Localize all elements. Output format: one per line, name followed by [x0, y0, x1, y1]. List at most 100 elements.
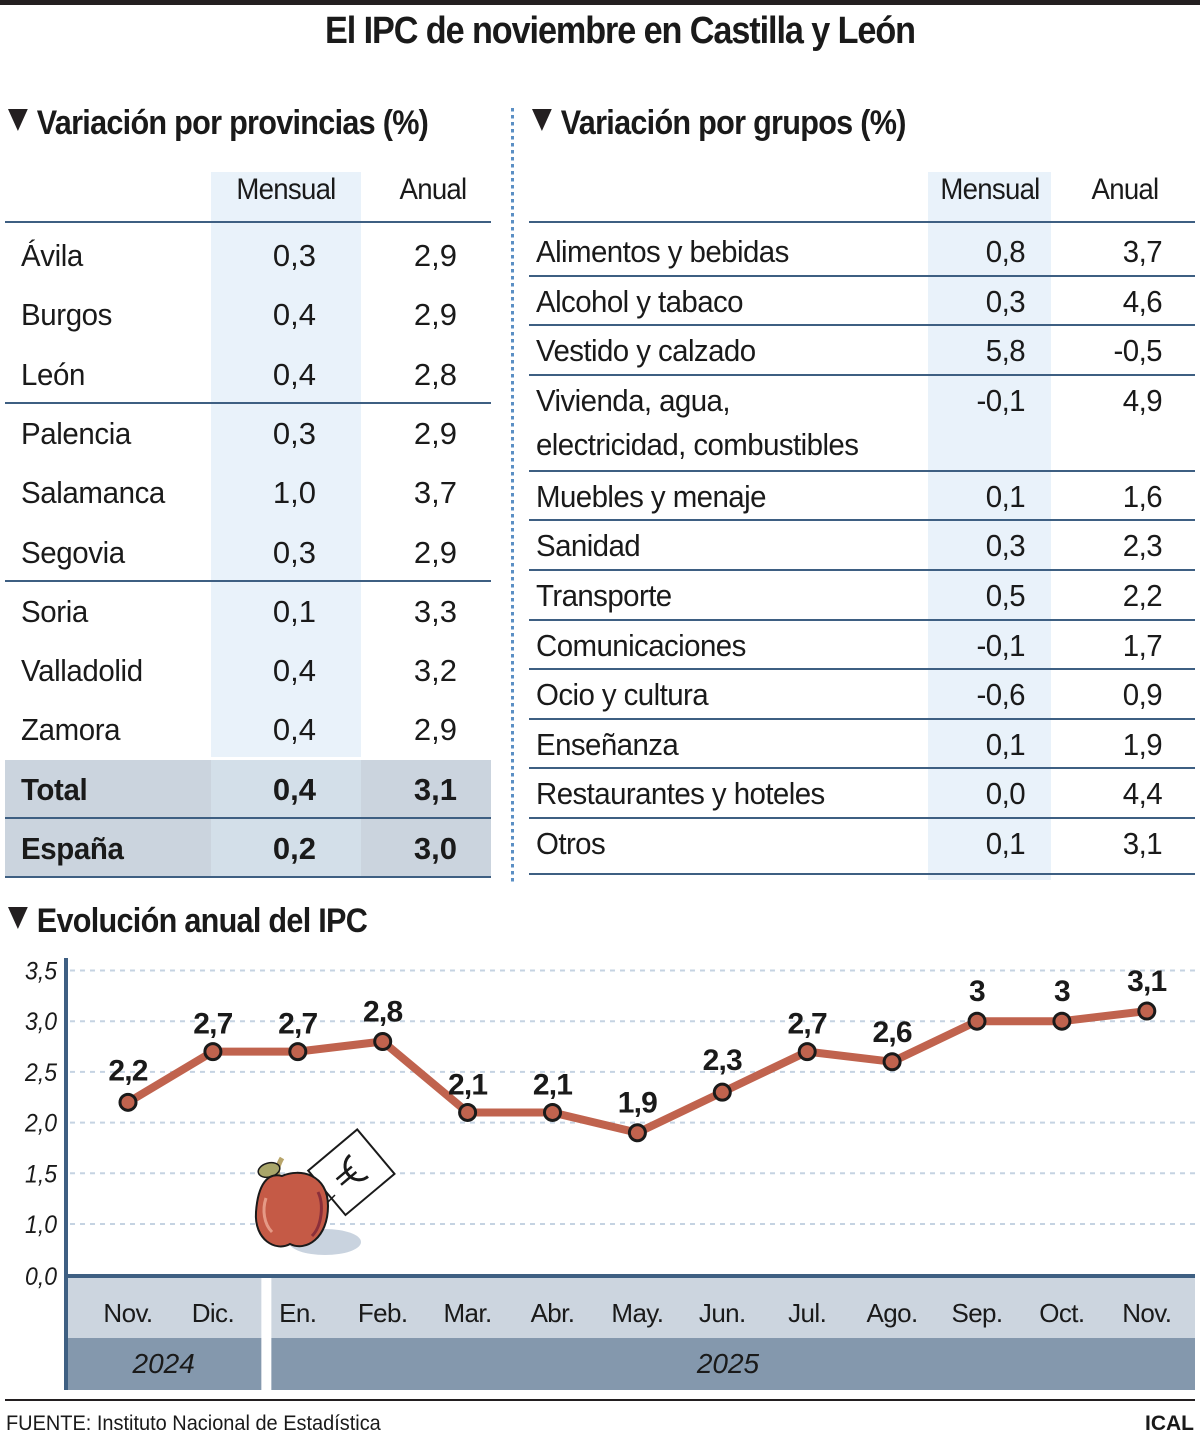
data-label: 2,7	[278, 1008, 317, 1041]
column-divider	[511, 108, 514, 883]
year-label-2025: 2025	[696, 1348, 760, 1379]
anual-value: 2,9	[413, 712, 457, 748]
x-tick-label: Abr.	[531, 1298, 575, 1328]
table-row: Comunicaciones -0,1 1,7	[529, 620, 1195, 670]
anual-value: 2,3	[1122, 528, 1163, 564]
y-tick-label: 3,0	[25, 1008, 58, 1036]
group-name: Comunicaciones	[536, 627, 746, 663]
mensual-value: 0,2	[272, 831, 316, 866]
province-name: Valladolid	[21, 653, 143, 689]
mensual-cell-shade	[211, 819, 361, 878]
header-rule	[5, 221, 491, 223]
data-label: 3	[969, 975, 985, 1008]
row-rule	[529, 817, 1195, 819]
x-tick-label: May.	[611, 1298, 663, 1328]
mensual-value: -0,1	[976, 627, 1026, 663]
x-tick-label: Jul.	[788, 1298, 826, 1328]
data-point	[458, 1102, 478, 1122]
page-title: El IPC de noviembre en Castilla y León	[325, 10, 916, 52]
data-label: 2,3	[703, 1044, 742, 1077]
x-tick-label: Jun.	[699, 1298, 746, 1328]
data-label: 2,8	[363, 995, 402, 1028]
anual-value: 0,9	[1122, 677, 1163, 713]
province-name: Total	[21, 771, 88, 807]
y-tick-label: 2,0	[24, 1110, 58, 1138]
mensual-column-shade	[928, 172, 1051, 880]
row-rule	[529, 324, 1195, 327]
anual-value: 3,3	[413, 593, 457, 629]
group-name: Vestido y calzado	[536, 333, 756, 369]
y-tick-label: 0,0	[25, 1263, 58, 1291]
section-title-provincias-text: Variación por provincias (%)	[36, 104, 429, 142]
x-tick-label: Oct.	[1039, 1298, 1084, 1328]
province-name: Segovia	[21, 534, 125, 570]
province-name: España	[21, 831, 124, 866]
group-name: Ocio y cultura	[536, 677, 709, 713]
section-title-grupos: Variación por grupos (%)	[532, 104, 906, 143]
triangle-down-icon	[8, 108, 28, 131]
row-rule	[529, 469, 1195, 472]
mensual-value: 0,4	[272, 653, 316, 689]
column-header-mensual: Mensual	[940, 173, 1040, 206]
table-row: Valladolid 0,4 3,2	[5, 641, 491, 700]
mensual-value: 0,1	[985, 726, 1026, 762]
data-label: 2,1	[533, 1068, 572, 1101]
anual-value: 2,9	[413, 415, 457, 451]
mensual-value: 1,0	[272, 475, 316, 511]
row-rule	[529, 872, 1195, 875]
group-name: Transporte	[536, 578, 672, 613]
group-name: Restaurantes y hoteles	[536, 776, 825, 812]
data-point	[882, 1052, 902, 1072]
anual-value: 3,7	[413, 475, 457, 511]
mensual-value: 0,3	[985, 528, 1026, 564]
ipc-line-chart: 0,0 1,0 1,5 2,0 2,5 3,0 3,5 Nov. Dic. En. Feb. Mar.…	[24, 958, 1196, 1390]
table-row: Muebles y menaje 0,1 1,6	[529, 471, 1195, 521]
mensual-value: 0,1	[985, 478, 1026, 514]
top-rule	[0, 0, 1200, 5]
data-point	[543, 1102, 562, 1122]
table-row: Transporte 0,5 2,2	[529, 570, 1195, 620]
y-tick-label: 2,5	[24, 1059, 58, 1087]
row-rule	[529, 569, 1195, 571]
mensual-value: 0,3	[272, 534, 316, 570]
year-band-2024	[66, 1338, 262, 1390]
table-row: Ávila 0,3 2,9	[5, 226, 491, 285]
data-point	[373, 1031, 393, 1051]
section-title-grupos-text: Variación por grupos (%)	[560, 104, 907, 142]
section-title-provincias: Variación por provincias (%)	[8, 104, 429, 143]
province-name: Ávila	[21, 238, 83, 273]
triangle-down-icon	[532, 108, 552, 131]
x-tick-label: Dic.	[192, 1298, 234, 1328]
group-name: Enseñanza	[536, 726, 679, 762]
table-row: Segovia 0,3 2,9	[5, 523, 491, 582]
mensual-value: 0,1	[272, 593, 316, 629]
x-tick-label: Sep.	[951, 1298, 1002, 1328]
group-name-line2: electricidad, combustibles	[536, 426, 859, 462]
data-label: 2,7	[788, 1008, 827, 1041]
anual-value: 2,8	[413, 356, 457, 392]
x-tick-label: En.	[279, 1298, 316, 1328]
row-rule	[529, 373, 1195, 376]
table-row: Enseñanza 0,1 1,9	[529, 719, 1195, 769]
data-point	[203, 1042, 223, 1062]
mensual-value: 0,4	[272, 771, 316, 807]
group-rule	[5, 876, 491, 879]
table-row: Restaurantes y hoteles 0,0 4,4	[529, 768, 1195, 818]
table-row: Alimentos y bebidas 0,8 3,7	[529, 226, 1195, 276]
mensual-column-shade	[211, 172, 361, 757]
mensual-value: 0,3	[985, 283, 1026, 319]
province-name: Soria	[21, 593, 88, 629]
table-row: Palencia 0,3 2,9	[5, 404, 491, 463]
triangle-down-icon	[8, 906, 28, 929]
province-name: Zamora	[21, 712, 121, 748]
table-row: Salamanca 1,0 3,7	[5, 463, 491, 522]
anual-value: 3,1	[413, 771, 457, 807]
year-band-2025	[271, 1338, 1196, 1390]
row-rule	[529, 274, 1195, 277]
anual-value: 3,0	[413, 831, 457, 866]
x-tick-label: Feb.	[358, 1298, 408, 1328]
anual-value: 4,6	[1122, 283, 1163, 319]
group-name: Vivienda, agua,	[536, 382, 731, 418]
data-label: 2,6	[872, 1016, 911, 1049]
data-point	[797, 1042, 817, 1062]
